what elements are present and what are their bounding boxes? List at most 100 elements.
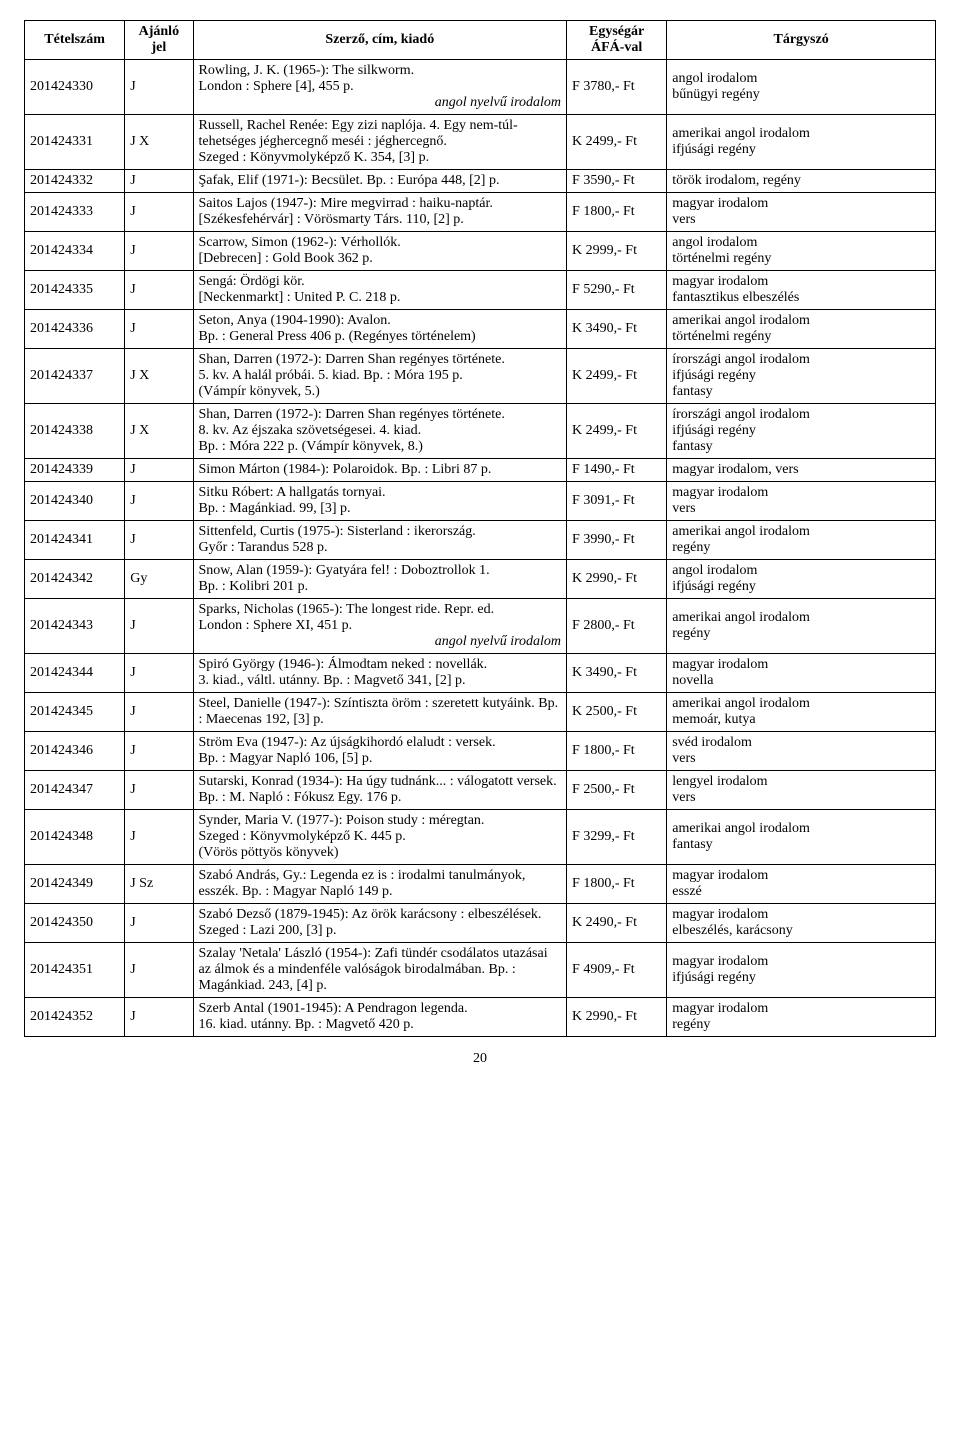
header-desc: Szerző, cím, kiadó: [193, 21, 567, 60]
cell-code: J: [125, 232, 193, 271]
cell-tags: angol irodalombűnügyi regény: [667, 60, 936, 115]
cell-id: 201424346: [25, 732, 125, 771]
cell-id: 201424334: [25, 232, 125, 271]
cell-id: 201424332: [25, 170, 125, 193]
cell-desc: Simon Márton (1984-): Polaroidok. Bp. : …: [193, 459, 567, 482]
cell-code: J Sz: [125, 865, 193, 904]
cell-desc: Sitku Róbert: A hallgatás tornyai.Bp. : …: [193, 482, 567, 521]
table-row: 201424343JSparks, Nicholas (1965-): The …: [25, 599, 936, 654]
cell-tags: magyar irodalomifjúsági regény: [667, 943, 936, 998]
cell-tags: magyar irodalomregény: [667, 998, 936, 1037]
table-row: 201424334JScarrow, Simon (1962-): Vérhol…: [25, 232, 936, 271]
cell-price: F 1490,- Ft: [567, 459, 667, 482]
cell-desc: Spiró György (1946-): Álmodtam neked : n…: [193, 654, 567, 693]
cell-id: 201424339: [25, 459, 125, 482]
cell-tags: lengyel irodalomvers: [667, 771, 936, 810]
cell-tags: svéd irodalomvers: [667, 732, 936, 771]
cell-desc: Szabó Dezső (1879-1945): Az örök karácso…: [193, 904, 567, 943]
cell-desc: Saitos Lajos (1947-): Mire megvirrad : h…: [193, 193, 567, 232]
header-price: Egységár ÁFÁ-val: [567, 21, 667, 60]
cell-price: K 3490,- Ft: [567, 310, 667, 349]
cell-code: J X: [125, 115, 193, 170]
cell-code: J: [125, 459, 193, 482]
cell-price: K 2500,- Ft: [567, 693, 667, 732]
table-row: 201424337J XShan, Darren (1972-): Darren…: [25, 349, 936, 404]
cell-tags: amerikai angol irodalommemoár, kutya: [667, 693, 936, 732]
cell-code: J: [125, 310, 193, 349]
cell-desc: Rowling, J. K. (1965-): The silkworm.Lon…: [193, 60, 567, 115]
cell-desc: Snow, Alan (1959-): Gyatyára fel! : Dobo…: [193, 560, 567, 599]
cell-desc: Sittenfeld, Curtis (1975-): Sisterland :…: [193, 521, 567, 560]
cell-id: 201424345: [25, 693, 125, 732]
cell-desc: Sparks, Nicholas (1965-): The longest ri…: [193, 599, 567, 654]
table-row: 201424332JŞafak, Elif (1971-): Becsület.…: [25, 170, 936, 193]
cell-tags: amerikai angol irodalomregény: [667, 521, 936, 560]
cell-tags: magyar irodalomnovella: [667, 654, 936, 693]
cell-tags: török irodalom, regény: [667, 170, 936, 193]
cell-id: 201424349: [25, 865, 125, 904]
table-row: 201424331J XRussell, Rachel Renée: Egy z…: [25, 115, 936, 170]
table-row: 201424348JSynder, Maria V. (1977-): Pois…: [25, 810, 936, 865]
cell-price: K 2499,- Ft: [567, 404, 667, 459]
cell-tags: magyar irodalom, vers: [667, 459, 936, 482]
cell-desc: Şafak, Elif (1971-): Becsület. Bp. : Eur…: [193, 170, 567, 193]
cell-price: F 5290,- Ft: [567, 271, 667, 310]
cell-code: J: [125, 521, 193, 560]
cell-code: J: [125, 654, 193, 693]
cell-tags: amerikai angol irodalomregény: [667, 599, 936, 654]
cell-code: J: [125, 170, 193, 193]
cell-tags: magyar irodalomvers: [667, 482, 936, 521]
cell-desc: Russell, Rachel Renée: Egy zizi naplója.…: [193, 115, 567, 170]
table-row: 201424352JSzerb Antal (1901-1945): A Pen…: [25, 998, 936, 1037]
table-row: 201424330JRowling, J. K. (1965-): The si…: [25, 60, 936, 115]
cell-price: F 3590,- Ft: [567, 170, 667, 193]
cell-desc: Szerb Antal (1901-1945): A Pendragon leg…: [193, 998, 567, 1037]
cell-code: J: [125, 271, 193, 310]
cell-price: K 2490,- Ft: [567, 904, 667, 943]
cell-id: 201424330: [25, 60, 125, 115]
cell-code: J: [125, 998, 193, 1037]
cell-desc: Seton, Anya (1904-1990): Avalon.Bp. : Ge…: [193, 310, 567, 349]
cell-desc: Szabó András, Gy.: Legenda ez is : iroda…: [193, 865, 567, 904]
cell-id: 201424351: [25, 943, 125, 998]
cell-desc: Synder, Maria V. (1977-): Poison study :…: [193, 810, 567, 865]
header-id: Tételszám: [25, 21, 125, 60]
header-code: Ajánló jel: [125, 21, 193, 60]
cell-tags: amerikai angol irodalomfantasy: [667, 810, 936, 865]
table-row: 201424338J XShan, Darren (1972-): Darren…: [25, 404, 936, 459]
cell-price: F 1800,- Ft: [567, 193, 667, 232]
table-header-row: Tételszám Ajánló jel Szerző, cím, kiadó …: [25, 21, 936, 60]
cell-id: 201424338: [25, 404, 125, 459]
cell-id: 201424331: [25, 115, 125, 170]
cell-tags: magyar irodalomvers: [667, 193, 936, 232]
cell-price: F 3299,- Ft: [567, 810, 667, 865]
cell-price: F 3990,- Ft: [567, 521, 667, 560]
cell-code: J X: [125, 349, 193, 404]
cell-code: J: [125, 193, 193, 232]
cell-code: J: [125, 904, 193, 943]
table-row: 201424351JSzalay 'Netala' László (1954-)…: [25, 943, 936, 998]
table-row: 201424345JSteel, Danielle (1947-): Színt…: [25, 693, 936, 732]
cell-price: F 1800,- Ft: [567, 732, 667, 771]
cell-code: J: [125, 482, 193, 521]
cell-tags: angol irodalomtörténelmi regény: [667, 232, 936, 271]
table-row: 201424336JSeton, Anya (1904-1990): Avalo…: [25, 310, 936, 349]
cell-id: 201424344: [25, 654, 125, 693]
cell-code: J: [125, 771, 193, 810]
catalog-table: Tételszám Ajánló jel Szerző, cím, kiadó …: [24, 20, 936, 1037]
table-row: 201424339JSimon Márton (1984-): Polaroid…: [25, 459, 936, 482]
cell-tags: írországi angol irodalomifjúsági regényf…: [667, 349, 936, 404]
cell-price: K 2990,- Ft: [567, 998, 667, 1037]
cell-price: F 1800,- Ft: [567, 865, 667, 904]
table-row: 201424333JSaitos Lajos (1947-): Mire meg…: [25, 193, 936, 232]
cell-id: 201424348: [25, 810, 125, 865]
cell-price: K 2499,- Ft: [567, 349, 667, 404]
cell-id: 201424343: [25, 599, 125, 654]
cell-desc: Steel, Danielle (1947-): Színtiszta öröm…: [193, 693, 567, 732]
table-row: 201424347JSutarski, Konrad (1934-): Ha ú…: [25, 771, 936, 810]
table-row: 201424350JSzabó Dezső (1879-1945): Az ör…: [25, 904, 936, 943]
cell-price: F 3091,- Ft: [567, 482, 667, 521]
cell-id: 201424337: [25, 349, 125, 404]
cell-price: K 3490,- Ft: [567, 654, 667, 693]
cell-id: 201424333: [25, 193, 125, 232]
